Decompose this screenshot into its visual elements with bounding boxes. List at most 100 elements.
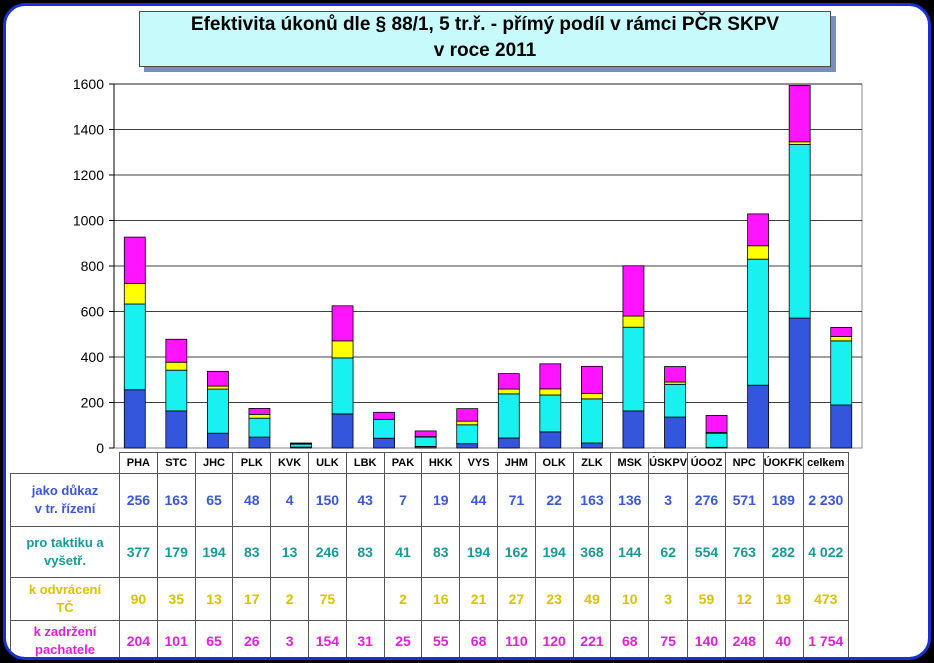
category-label: STC bbox=[156, 452, 196, 474]
data-label-zadrzeni: 120 bbox=[534, 620, 574, 657]
data-label-dukaz: 65 bbox=[194, 473, 234, 527]
data-label-dukaz: 136 bbox=[610, 473, 650, 527]
bar-taktika-1 bbox=[123, 303, 146, 391]
data-label-dukaz: 189 bbox=[762, 473, 804, 527]
series-total-zadrzeni: 1 754 bbox=[802, 620, 849, 657]
data-label-dukaz: 150 bbox=[307, 473, 347, 527]
data-label-zadrzeni: 31 bbox=[345, 620, 385, 657]
data-label-zadrzeni: 204 bbox=[119, 620, 158, 657]
data-label-odvraceni: 3 bbox=[648, 577, 689, 621]
category-label: ULK bbox=[307, 452, 347, 474]
bar-zadrzeni-6 bbox=[331, 305, 354, 342]
data-label-dukaz: 48 bbox=[232, 473, 272, 527]
bar-zadrzeni-13 bbox=[622, 265, 645, 317]
bar-zadrzeni-3 bbox=[206, 370, 229, 387]
bar-taktika-16 bbox=[747, 258, 770, 386]
data-label-taktika: 554 bbox=[687, 526, 726, 578]
bar-taktika-8 bbox=[414, 436, 437, 447]
bar-taktika-18 bbox=[830, 340, 853, 406]
data-label-dukaz: 163 bbox=[572, 473, 612, 527]
data-label-dukaz: 19 bbox=[421, 473, 461, 527]
bar-taktika-17 bbox=[788, 144, 811, 319]
bar-dukaz-16 bbox=[747, 384, 770, 449]
data-label-zadrzeni: 68 bbox=[610, 620, 650, 657]
total-column-header: celkem bbox=[802, 452, 849, 474]
data-label-odvraceni: 59 bbox=[687, 577, 726, 621]
chart-title-line1: Efektivita úkonů dle § 88/1, 5 tr.ř. - p… bbox=[190, 14, 780, 35]
bar-zadrzeni-2 bbox=[165, 338, 188, 363]
category-label: PLK bbox=[232, 452, 272, 474]
bar-odvraceni-2 bbox=[165, 361, 188, 371]
bar-zadrzeni-11 bbox=[539, 363, 562, 390]
data-label-dukaz: 571 bbox=[724, 473, 764, 527]
data-label-taktika: 144 bbox=[610, 526, 650, 578]
category-label: MSK bbox=[610, 452, 650, 474]
bar-taktika-6 bbox=[331, 357, 354, 415]
data-label-odvraceni: 16 bbox=[421, 577, 461, 621]
data-label-taktika: 368 bbox=[572, 526, 612, 578]
data-label-zadrzeni: 75 bbox=[648, 620, 689, 657]
bar-dukaz-7 bbox=[373, 437, 396, 449]
bar-taktika-15 bbox=[705, 432, 728, 448]
data-label-odvraceni: 49 bbox=[572, 577, 612, 621]
data-label-dukaz: 43 bbox=[345, 473, 385, 527]
bar-dukaz-14 bbox=[664, 416, 686, 449]
series-total-taktika: 4 022 bbox=[802, 526, 849, 578]
data-label-zadrzeni: 110 bbox=[496, 620, 536, 657]
bar-zadrzeni-14 bbox=[664, 366, 686, 383]
data-label-dukaz: 44 bbox=[459, 473, 498, 527]
data-label-dukaz: 4 bbox=[270, 473, 309, 527]
bar-taktika-3 bbox=[206, 388, 229, 434]
category-label: VYS bbox=[459, 452, 498, 474]
bar-taktika-7 bbox=[373, 418, 396, 439]
series-label-dukaz: jako důkaz v tr. řízení bbox=[10, 473, 120, 527]
bar-odvraceni-16 bbox=[747, 245, 770, 260]
data-label-taktika: 194 bbox=[194, 526, 234, 578]
category-label: JHM bbox=[496, 452, 536, 474]
bar-odvraceni-17 bbox=[788, 141, 811, 145]
bar-taktika-13 bbox=[622, 326, 645, 412]
chart-title-box: Efektivita úkonů dle § 88/1, 5 tr.ř. - p… bbox=[139, 11, 831, 67]
bar-odvraceni-9 bbox=[456, 420, 479, 426]
category-label: PHA bbox=[119, 452, 158, 474]
bar-dukaz-1 bbox=[123, 389, 146, 449]
category-label: LBK bbox=[345, 452, 385, 474]
data-label-zadrzeni: 221 bbox=[572, 620, 612, 657]
data-label-odvraceni bbox=[345, 577, 385, 621]
category-label: KVK bbox=[270, 452, 309, 474]
y-tick-label: 200 bbox=[81, 395, 105, 411]
bar-dukaz-10 bbox=[497, 437, 520, 449]
data-label-odvraceni: 12 bbox=[724, 577, 764, 621]
bar-zadrzeni-5 bbox=[290, 442, 312, 445]
data-label-zadrzeni: 68 bbox=[459, 620, 498, 657]
series-label-odvraceni: k odvrácení TČ bbox=[10, 577, 120, 621]
bar-zadrzeni-8 bbox=[414, 430, 437, 438]
data-label-zadrzeni: 40 bbox=[762, 620, 804, 657]
data-label-taktika: 62 bbox=[648, 526, 689, 578]
y-tick-label: 800 bbox=[81, 258, 105, 274]
bar-taktika-12 bbox=[580, 398, 603, 444]
table-corner bbox=[10, 452, 120, 474]
bar-zadrzeni-7 bbox=[373, 411, 396, 420]
bar-zadrzeni-1 bbox=[123, 236, 146, 284]
table-row-taktika: pro taktiku a vyšetř. 377 179 194 83 13 246 83 41… bbox=[10, 526, 849, 578]
series-total-odvraceni: 473 bbox=[802, 577, 849, 621]
data-label-taktika: 83 bbox=[232, 526, 272, 578]
bar-taktika-10 bbox=[497, 393, 520, 439]
data-label-odvraceni: 17 bbox=[232, 577, 272, 621]
series-total-dukaz: 2 230 bbox=[802, 473, 849, 527]
y-tick-label: 400 bbox=[81, 349, 105, 365]
data-label-zadrzeni: 101 bbox=[156, 620, 196, 657]
data-label-odvraceni: 2 bbox=[383, 577, 423, 621]
bar-dukaz-4 bbox=[248, 436, 271, 449]
data-label-taktika: 83 bbox=[345, 526, 385, 578]
bar-dukaz-12 bbox=[580, 442, 603, 449]
bar-dukaz-6 bbox=[331, 413, 354, 449]
category-label: ÚOOZ bbox=[687, 452, 726, 474]
data-label-odvraceni: 2 bbox=[270, 577, 309, 621]
bar-odvraceni-13 bbox=[622, 315, 645, 328]
data-label-zadrzeni: 55 bbox=[421, 620, 461, 657]
bar-zadrzeni-18 bbox=[830, 327, 853, 337]
y-tick-label: 1200 bbox=[73, 167, 104, 183]
chart-frame: Efektivita úkonů dle § 88/1, 5 tr.ř. - p… bbox=[3, 3, 931, 660]
